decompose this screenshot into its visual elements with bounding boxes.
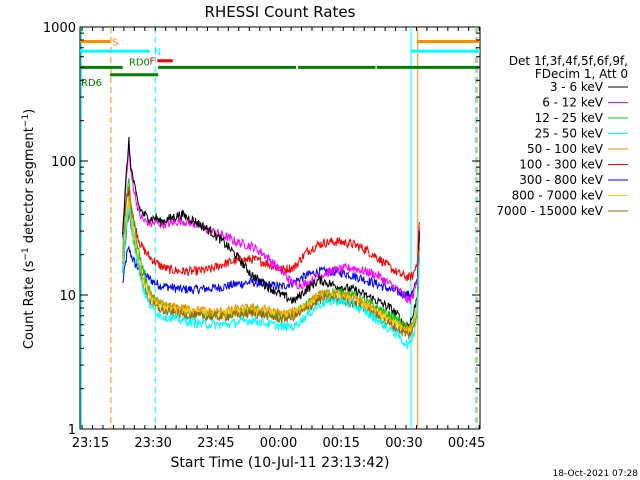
y-axis-label-sup2: −1 — [21, 114, 31, 127]
y-tick-label: 1 — [68, 423, 76, 438]
legend-label: 100 - 300 keV — [519, 158, 603, 172]
legend-label: 6 - 12 keV — [542, 96, 604, 110]
flag-label-f: F — [150, 57, 156, 68]
vertical-markers — [80, 27, 478, 429]
legend-label: 800 - 7000 keV — [512, 189, 604, 203]
x-tick-label: 00:30 — [385, 436, 422, 451]
x-tick-label: 23:30 — [134, 436, 171, 451]
legend-label: 300 - 800 keV — [519, 173, 603, 187]
plot-frame — [79, 26, 481, 430]
y-tick-label: 100 — [51, 155, 76, 170]
series-line-0 — [122, 136, 420, 330]
x-tick-label: 23:15 — [72, 436, 109, 451]
x-tick-label: 23:45 — [197, 436, 234, 451]
y-axis-label-end: ) — [22, 109, 37, 114]
flag-label-rd0: RD0 — [129, 57, 150, 68]
series-lines — [122, 136, 420, 350]
flag-label-rd6: RD6 — [81, 78, 102, 89]
series-line-1 — [122, 146, 420, 304]
chart-title: RHESSI Count Rates — [205, 3, 356, 21]
x-tick-label: 00:45 — [448, 436, 485, 451]
y-axis-label: Count Rate (s−1 detector segment−1) — [21, 109, 37, 349]
legend-label: 3 - 6 keV — [550, 80, 604, 94]
y-axis-ticks: 1 10 100 1000 — [43, 21, 480, 438]
x-axis-ticks: 23:15 23:30 23:45 00:00 00:15 00:30 00:45 — [72, 27, 485, 451]
flag-label-s: S — [112, 37, 118, 48]
x-tick-label: 00:00 — [260, 436, 297, 451]
legend-label: 25 - 50 keV — [535, 127, 604, 141]
y-axis-label-mid: detector segment — [22, 127, 37, 247]
y-axis-label-main: Count Rate (s — [22, 260, 37, 349]
x-axis-label: Start Time (10-Jul-11 23:13:42) — [170, 455, 389, 471]
legend-header-line1: Det 1f,3f,4f,5f,6f,9f, — [509, 54, 628, 68]
y-tick-label: 1000 — [43, 21, 76, 36]
y-axis-label-sup1: −1 — [21, 247, 31, 260]
legend-label: 50 - 100 keV — [527, 142, 604, 156]
y-tick-label: 10 — [59, 289, 76, 304]
legend-label: 7000 - 15000 keV — [496, 204, 603, 218]
series-line-3 — [122, 208, 420, 350]
date-stamp: 18-Oct-2021 07:28 — [553, 469, 639, 479]
x-tick-label: 00:15 — [322, 436, 359, 451]
series-line-5 — [122, 186, 420, 282]
legend-header-line2: FDecim 1, Att 0 — [535, 67, 628, 81]
legend-label: 12 - 25 keV — [535, 111, 604, 125]
flag-label-n: N — [154, 47, 161, 58]
